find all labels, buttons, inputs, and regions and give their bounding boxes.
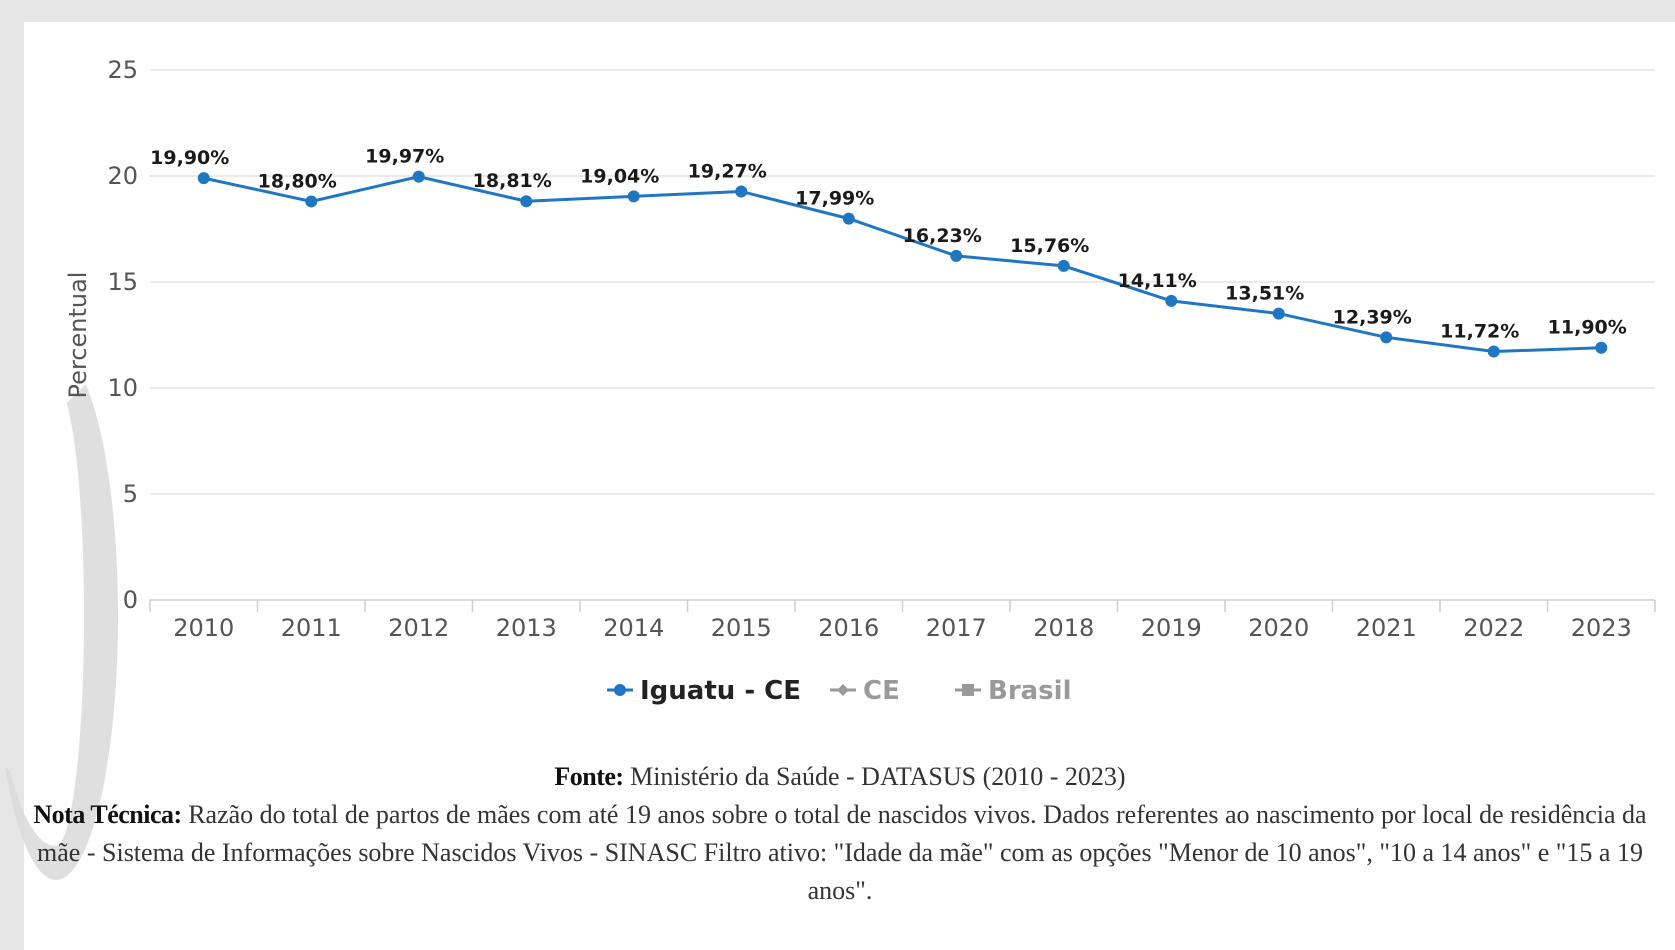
data-point[interactable] [1380, 331, 1393, 344]
legend-item[interactable]: Brasil [955, 676, 1071, 706]
data-labels: 19,90% 18,80% 19,97% 18,81% 19,04% 19,27% 17,9… [150, 146, 1627, 343]
data-label: 14,11% [1118, 270, 1197, 292]
data-point[interactable] [950, 249, 963, 262]
footer-notes: Fonte: Ministério da Saúde - DATASUS (20… [20, 758, 1660, 910]
note-label: Nota Técnica: [33, 800, 182, 829]
data-label: 13,51% [1225, 283, 1304, 305]
x-tick-label: 2015 [711, 614, 772, 642]
data-label: 19,90% [150, 147, 229, 169]
x-axis: 2010 2011 2012 2013 2014 2015 2016 2017 2018 2019… [149, 600, 1656, 642]
y-axis: 0 5 10 15 20 25 [107, 56, 138, 614]
x-tick-label: 2023 [1571, 614, 1632, 642]
data-label: 18,80% [258, 170, 337, 192]
y-tick-label: 15 [107, 268, 138, 296]
data-point[interactable] [1487, 345, 1500, 358]
legend-item[interactable]: Iguatu - CE [607, 676, 801, 706]
data-label: 19,04% [580, 165, 659, 187]
data-point[interactable] [197, 172, 210, 185]
data-point[interactable] [520, 195, 533, 208]
y-tick-label: 0 [123, 586, 138, 614]
x-tick-label: 2021 [1356, 614, 1417, 642]
y-tick-label: 10 [107, 374, 138, 402]
data-label: 11,90% [1548, 317, 1627, 339]
x-tick-label: 2019 [1141, 614, 1202, 642]
legend-item[interactable]: CE [830, 676, 900, 706]
y-tick-label: 5 [123, 480, 138, 508]
legend-label: CE [863, 676, 900, 706]
data-label: 17,99% [795, 188, 874, 210]
grid-lines [150, 69, 1655, 601]
y-tick-label: 20 [107, 162, 138, 190]
data-point[interactable] [1165, 294, 1178, 307]
y-axis-label: Percentual [64, 272, 92, 399]
data-label: 11,72% [1440, 321, 1519, 343]
x-tick-label: 2013 [496, 614, 557, 642]
data-point[interactable] [305, 195, 318, 208]
data-label: 19,27% [688, 160, 767, 182]
note-text: Razão do total de partos de mães com até… [37, 800, 1647, 905]
legend-circle-marker [614, 684, 626, 696]
source-line: Fonte: Ministério da Saúde - DATASUS (20… [20, 758, 1660, 796]
series-line [203, 175, 1602, 354]
data-point[interactable] [735, 185, 748, 198]
x-tick-label: 2022 [1463, 614, 1524, 642]
data-point[interactable] [412, 170, 425, 183]
legend[interactable]: Iguatu - CE CE Brasil [607, 676, 1071, 706]
data-point[interactable] [627, 190, 640, 203]
data-point[interactable] [1272, 307, 1285, 320]
source-label: Fonte: [554, 762, 624, 791]
x-tick-label: 2017 [926, 614, 987, 642]
data-point[interactable] [842, 212, 855, 225]
x-tick-label: 2016 [818, 614, 879, 642]
data-label: 12,39% [1333, 306, 1412, 328]
note-line: Nota Técnica: Razão do total de partos d… [20, 796, 1660, 910]
data-point[interactable] [1595, 341, 1608, 354]
data-point[interactable] [1057, 259, 1070, 272]
y-tick-label: 25 [107, 56, 138, 84]
x-tick-label: 2018 [1033, 614, 1094, 642]
x-tick-label: 2011 [281, 614, 342, 642]
x-tick-label: 2010 [173, 614, 234, 642]
series-iguatu [197, 170, 1608, 358]
data-label: 18,81% [473, 170, 552, 192]
data-label: 19,97% [365, 146, 444, 168]
x-tick-label: 2014 [603, 614, 664, 642]
data-label: 16,23% [903, 225, 982, 247]
legend-label: Iguatu - CE [640, 676, 801, 706]
data-label: 15,76% [1010, 235, 1089, 257]
source-text: Ministério da Saúde - DATASUS (2010 - 20… [630, 762, 1126, 791]
legend-square-marker [962, 684, 974, 696]
x-tick-label: 2020 [1248, 614, 1309, 642]
legend-diamond-marker [837, 684, 849, 696]
legend-label: Brasil [988, 676, 1071, 706]
x-tick-label: 2012 [388, 614, 449, 642]
